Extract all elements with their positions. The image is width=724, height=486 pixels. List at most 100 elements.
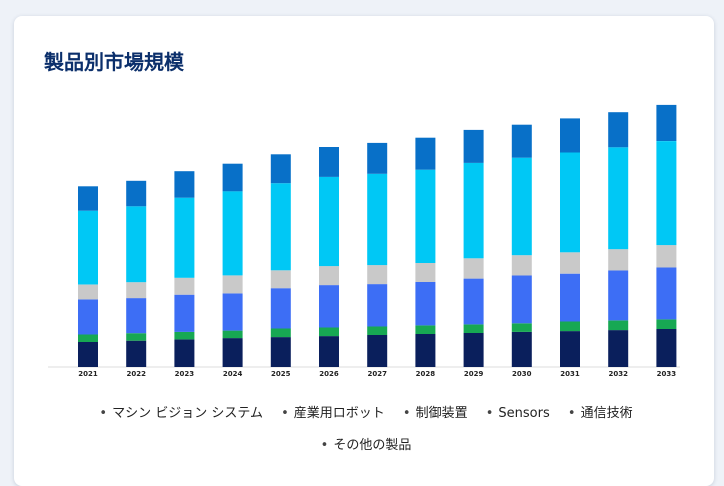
legend-label: Sensors <box>498 406 550 421</box>
bar-segment-2033-series-2 <box>656 267 677 320</box>
legend: • マシン ビジョン システム • 産業用ロボット • 制御装置 • Sensors •… <box>40 398 692 462</box>
legend-bullet-icon: • <box>567 406 576 421</box>
bar-segment-2030-series-4 <box>511 157 532 256</box>
x-tick-label-2023: 2023 <box>175 370 195 378</box>
bar-segment-2029-series-0 <box>463 332 484 367</box>
x-tick-label-2022: 2022 <box>126 370 146 378</box>
bar-segment-2032-series-3 <box>608 249 629 271</box>
legend-label: マシン ビジョン システム <box>112 406 263 421</box>
bar-segment-2022-series-1 <box>126 333 147 341</box>
bar-segment-2029-series-1 <box>463 324 484 333</box>
bar-segment-2030-series-2 <box>511 275 532 324</box>
bar-segment-2023-series-5 <box>174 171 195 198</box>
legend-bullet-icon: • <box>281 406 289 421</box>
chart-card: 製品別市場規模 2021 2022 2023 2024 2025 2026 2027 2028… <box>14 16 714 486</box>
bar-segment-2032-series-0 <box>608 330 629 367</box>
x-tick-label-2025: 2025 <box>271 370 291 378</box>
bar-segment-2026-series-2 <box>319 285 339 328</box>
bars-group <box>78 104 677 367</box>
bar-segment-2021-series-4 <box>78 210 98 285</box>
x-tick-labels: 2021 2022 2023 2024 2025 2026 2027 2028 2029 2030… <box>78 370 676 378</box>
bar-segment-2026-series-4 <box>319 176 339 267</box>
x-tick-label-2032: 2032 <box>608 370 628 378</box>
legend-label: その他の製品 <box>333 438 412 453</box>
bar-segment-2030-series-0 <box>511 331 532 367</box>
bar-segment-2025-series-3 <box>270 270 291 289</box>
bar-segment-2022-series-0 <box>126 340 147 367</box>
bar-segment-2025-series-5 <box>270 154 291 184</box>
legend-item-industrial-robots: • 産業用ロボット <box>281 398 385 430</box>
bar-segment-2033-series-1 <box>656 319 677 329</box>
bar-segment-2026-series-5 <box>319 147 339 177</box>
x-tick-label-2021: 2021 <box>78 370 98 378</box>
bar-segment-2028-series-1 <box>415 325 436 334</box>
bar-segment-2028-series-5 <box>415 137 436 170</box>
chart-title: 製品別市場規模 <box>44 50 184 74</box>
bar-segment-2028-series-0 <box>415 334 436 367</box>
bar-segment-2024-series-1 <box>222 330 243 339</box>
bar-segment-2025-series-1 <box>270 328 291 338</box>
bar-segment-2027-series-2 <box>367 284 388 327</box>
bar-segment-2023-series-4 <box>174 197 195 278</box>
x-tick-label-2027: 2027 <box>367 370 387 378</box>
bar-segment-2027-series-3 <box>367 265 388 285</box>
bar-segment-2027-series-4 <box>367 173 388 266</box>
legend-bullet-icon: • <box>99 406 108 421</box>
bar-segment-2021-series-3 <box>78 284 98 300</box>
bar-segment-2031-series-1 <box>560 321 580 332</box>
bar-segment-2024-series-4 <box>222 191 243 276</box>
x-tick-label-2033: 2033 <box>657 370 677 378</box>
legend-item-controllers: • 制御装置 <box>403 398 468 430</box>
legend-label: 通信技術 <box>580 406 633 421</box>
bar-segment-2022-series-3 <box>126 282 147 299</box>
bar-segment-2032-series-2 <box>608 270 629 321</box>
legend-item-other-products: • その他の製品 <box>321 430 412 462</box>
x-tick-label-2026: 2026 <box>319 370 339 378</box>
bar-segment-2033-series-3 <box>656 245 677 268</box>
legend-label: 制御装置 <box>415 406 468 421</box>
bar-segment-2028-series-4 <box>415 169 436 263</box>
bar-segment-2031-series-2 <box>560 273 580 322</box>
bar-segment-2030-series-1 <box>511 323 532 332</box>
bar-segment-2033-series-5 <box>656 104 677 141</box>
bar-segment-2024-series-5 <box>222 163 243 192</box>
bar-segment-2023-series-2 <box>174 294 195 332</box>
bar-segment-2025-series-2 <box>270 288 291 329</box>
bar-segment-2032-series-1 <box>608 320 629 331</box>
bar-segment-2027-series-1 <box>367 326 388 335</box>
bar-segment-2030-series-3 <box>511 255 532 276</box>
bar-segment-2031-series-0 <box>560 331 580 367</box>
x-tick-label-2024: 2024 <box>223 370 243 378</box>
bar-segment-2027-series-5 <box>367 142 388 174</box>
bar-segment-2033-series-4 <box>656 141 677 246</box>
legend-label: 産業用ロボット <box>293 406 385 421</box>
legend-item-machine-vision: • マシン ビジョン システム <box>99 398 263 430</box>
bar-segment-2024-series-2 <box>222 293 243 331</box>
stacked-bar-chart: 2021 2022 2023 2024 2025 2026 2027 2028 2029 2030… <box>48 104 680 378</box>
legend-bullet-icon: • <box>320 438 329 453</box>
x-tick-label-2030: 2030 <box>512 370 532 378</box>
bar-segment-2029-series-4 <box>463 162 484 259</box>
bar-segment-2027-series-0 <box>367 335 388 367</box>
bar-segment-2032-series-4 <box>608 147 629 250</box>
bar-segment-2021-series-2 <box>78 299 98 335</box>
legend-bullet-icon: • <box>402 406 411 421</box>
bar-segment-2029-series-3 <box>463 258 484 279</box>
bar-segment-2024-series-3 <box>222 275 243 294</box>
bar-segment-2022-series-2 <box>126 298 147 334</box>
legend-item-sensors: • Sensors <box>486 398 550 430</box>
x-tick-label-2031: 2031 <box>560 370 580 378</box>
bar-segment-2030-series-5 <box>511 124 532 158</box>
bar-segment-2032-series-5 <box>608 112 629 148</box>
bar-segment-2021-series-1 <box>78 334 98 342</box>
bar-segment-2022-series-5 <box>126 180 147 207</box>
bar-segment-2028-series-3 <box>415 263 436 282</box>
bar-segment-2023-series-3 <box>174 277 195 295</box>
bar-segment-2029-series-5 <box>463 129 484 163</box>
bar-segment-2026-series-0 <box>319 336 339 367</box>
bar-segment-2025-series-4 <box>270 183 291 271</box>
bar-segment-2023-series-1 <box>174 331 195 340</box>
bar-segment-2021-series-5 <box>78 186 98 211</box>
bar-segment-2031-series-5 <box>560 118 580 153</box>
bar-segment-2031-series-3 <box>560 252 580 274</box>
